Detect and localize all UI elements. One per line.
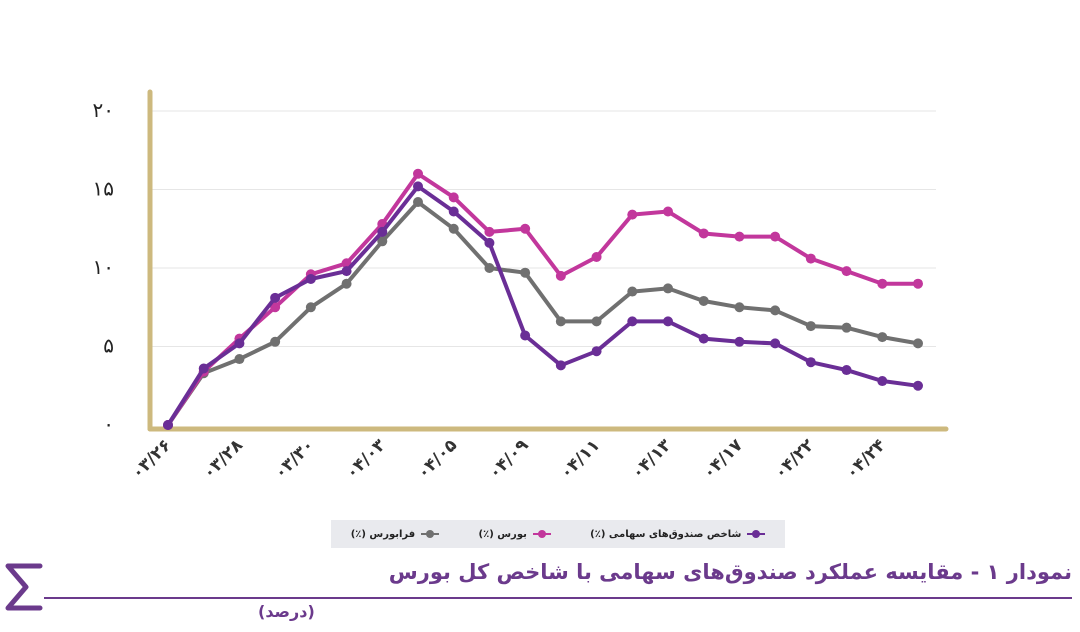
data-point-1 xyxy=(413,168,423,179)
data-point-2 xyxy=(413,197,423,208)
data-point-2 xyxy=(663,283,673,294)
y-tick-label: ۰ xyxy=(103,412,114,436)
data-point-0 xyxy=(413,181,423,192)
data-point-1 xyxy=(555,270,566,281)
data-point-0 xyxy=(734,336,745,347)
data-point-1 xyxy=(877,278,888,289)
x-tick-label: ۰۴/۰۹ xyxy=(485,435,533,483)
data-point-1 xyxy=(770,231,781,242)
data-point-0 xyxy=(627,316,638,327)
data-point-0 xyxy=(270,292,281,303)
legend-swatch-equity-funds xyxy=(747,530,766,538)
data-point-2 xyxy=(520,267,531,278)
legend-item-farabourse: فرابورس (٪) xyxy=(351,529,440,540)
data-point-1 xyxy=(913,278,923,289)
data-point-1 xyxy=(734,231,745,242)
x-tick-label: ۰۴/۰۳ xyxy=(342,435,390,483)
data-point-0 xyxy=(877,376,888,387)
data-point-2 xyxy=(627,286,638,297)
data-point-2 xyxy=(234,354,245,365)
chart-legend: شاخص صندوق‌های سهامی (٪) بورس (٪) فرابور… xyxy=(331,520,785,548)
y-tick-label: ۱۵ xyxy=(93,177,114,201)
legend-label-bourse: بورس (٪) xyxy=(478,528,527,540)
data-point-2 xyxy=(377,236,388,247)
legend-label-farabourse: فرابورس (٪) xyxy=(350,528,416,540)
caption-divider xyxy=(44,597,1072,599)
gridlines xyxy=(150,110,936,347)
data-point-2 xyxy=(770,305,781,316)
data-point-0 xyxy=(841,365,852,376)
x-tick-label: ۰۳/۲۶ xyxy=(128,435,176,483)
data-point-1 xyxy=(627,209,638,220)
data-point-0 xyxy=(484,237,495,248)
data-point-2 xyxy=(484,263,495,273)
y-tick-label: ۵ xyxy=(103,334,114,358)
data-point-2 xyxy=(341,278,352,289)
data-point-2 xyxy=(734,302,745,313)
data-point-1 xyxy=(841,266,852,277)
x-tick-label: ۰۳/۳۰ xyxy=(271,435,319,483)
data-point-1 xyxy=(448,192,459,203)
data-point-0 xyxy=(663,316,673,327)
data-point-0 xyxy=(520,330,531,341)
legend-item-equity-funds: شاخص صندوق‌های سهامی (٪) xyxy=(590,528,766,540)
x-tick-label: ۰۴/۲۲ xyxy=(771,435,819,483)
data-point-0 xyxy=(377,226,388,237)
data-point-0 xyxy=(341,266,352,277)
legend-label-equity-funds: شاخص صندوق‌های سهامی (٪) xyxy=(590,528,742,540)
data-point-0 xyxy=(234,338,245,349)
data-point-0 xyxy=(198,363,209,374)
legend-swatch-bourse xyxy=(532,530,551,538)
data-point-0 xyxy=(305,273,316,284)
x-tick-label: ۰۴/۱۱ xyxy=(556,435,604,483)
data-point-2 xyxy=(877,332,888,343)
data-point-1 xyxy=(591,252,602,263)
series-line-1 xyxy=(166,171,920,427)
series-line-0 xyxy=(166,184,920,427)
x-tick-label: ۰۴/۲۴ xyxy=(842,435,890,483)
data-point-1 xyxy=(484,226,495,237)
data-point-0 xyxy=(805,357,816,368)
data-point-0 xyxy=(591,346,602,357)
x-tick-label: ۰۴/۰۵ xyxy=(413,435,461,483)
legend-swatch-farabourse xyxy=(421,530,440,538)
legend-item-bourse: بورس (٪) xyxy=(479,529,551,540)
data-point-1 xyxy=(805,253,816,264)
y-tick-label: ۱۰ xyxy=(93,255,114,279)
data-point-0 xyxy=(163,420,173,430)
axes xyxy=(147,89,949,432)
data-point-2 xyxy=(270,336,281,347)
figure-unit: (درصد) xyxy=(258,602,315,621)
data-point-2 xyxy=(448,223,459,234)
series-line-2 xyxy=(166,200,920,427)
data-point-0 xyxy=(448,206,459,217)
y-tick-labels: ۰ ۵ ۱۰ ۱۵ ۲۰ xyxy=(93,98,114,436)
data-point-0 xyxy=(698,333,709,344)
data-point-2 xyxy=(591,316,602,327)
data-point-2 xyxy=(913,338,923,349)
data-point-0 xyxy=(770,338,781,349)
data-point-1 xyxy=(520,223,531,234)
data-point-2 xyxy=(305,302,316,313)
data-point-2 xyxy=(698,295,709,306)
data-point-1 xyxy=(698,228,709,239)
data-point-0 xyxy=(913,380,923,391)
sigma-icon xyxy=(5,563,43,611)
data-point-2 xyxy=(555,316,566,327)
x-tick-label: ۰۴/۱۳ xyxy=(628,435,676,483)
data-point-1 xyxy=(270,302,281,313)
figure-caption: نمودار ۱ - مقایسه عملکرد صندوق‌های سهامی… xyxy=(388,560,1072,584)
series-lines xyxy=(163,168,923,430)
data-point-0 xyxy=(555,360,566,371)
y-tick-label: ۲۰ xyxy=(93,98,114,122)
data-point-2 xyxy=(805,321,816,332)
data-point-2 xyxy=(841,322,852,333)
x-tick-label: ۰۴/۱۷ xyxy=(699,435,747,483)
x-tick-label: ۰۳/۲۸ xyxy=(199,435,247,483)
data-point-1 xyxy=(663,206,673,217)
x-tick-labels: ۰۳/۲۶ ۰۳/۲۸ ۰۳/۳۰ ۰۴/۰۳ ۰۴/۰۵ ۰۴/۰۹ ۰۴/۱۱ ۰۴/۱۳… xyxy=(128,435,890,483)
